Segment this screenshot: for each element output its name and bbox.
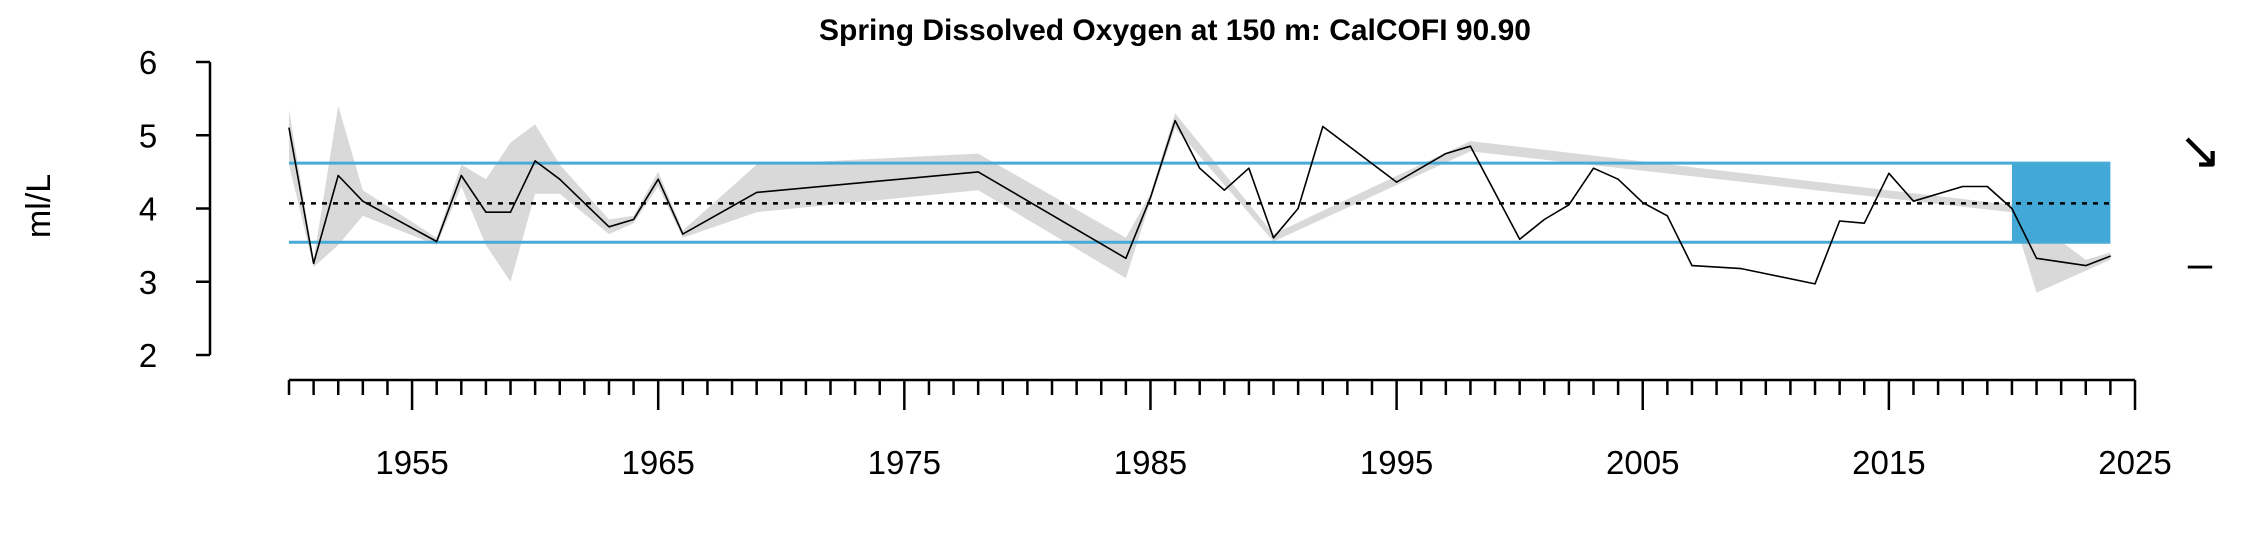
data-point <box>608 226 610 228</box>
data-point <box>2035 257 2038 259</box>
series-line-layer <box>288 119 2111 285</box>
data-point <box>1642 202 1644 204</box>
x-tick-label: 2025 <box>2098 444 2171 481</box>
data-point <box>1248 167 1250 169</box>
x-tick-label: 1965 <box>621 444 694 481</box>
data-point <box>1223 189 1225 191</box>
data-point <box>1174 120 1176 122</box>
x-tick-label: 2005 <box>1606 444 1679 481</box>
x-tick-label: 1985 <box>1114 444 1187 481</box>
data-point <box>1962 185 1964 188</box>
data-point <box>1445 152 1447 155</box>
data-point <box>534 160 536 162</box>
data-point <box>1666 215 1668 217</box>
data-point <box>1691 265 1693 267</box>
axes: 2 3 4 5 6 1955 1965 1975 1985 1995 2005 2015 2025 <box>139 44 2172 481</box>
y-tick-label: 2 <box>139 337 157 374</box>
data-point <box>313 262 315 265</box>
data-point <box>2085 265 2087 267</box>
data-point <box>1863 222 1865 224</box>
data-point <box>657 178 659 180</box>
data-point <box>1272 237 1275 239</box>
y-tick-label: 4 <box>139 191 157 228</box>
data-point <box>362 200 364 202</box>
x-tick-label: 1995 <box>1360 444 1433 481</box>
data-point <box>1912 200 1915 202</box>
data-point <box>1396 181 1398 183</box>
data-point <box>460 174 462 177</box>
x-tick-label: 1975 <box>868 444 941 481</box>
data-point <box>1322 125 1324 128</box>
y-tick-label: 3 <box>139 264 157 301</box>
y-tick-label: 6 <box>139 44 157 81</box>
data-point <box>1125 257 1127 259</box>
data-point <box>1568 204 1570 206</box>
data-point <box>977 171 979 173</box>
mean-symbol: – <box>2188 239 2213 288</box>
trend-symbol: ↘ <box>2178 122 2222 180</box>
data-point <box>1592 167 1595 169</box>
y-axis-label: ml/L <box>20 174 58 238</box>
data-point <box>1149 196 1152 199</box>
data-point <box>485 211 487 213</box>
x-tick-label: 1955 <box>375 444 448 481</box>
error-band-layer <box>289 105 2111 293</box>
y-tick-label: 5 <box>139 117 157 154</box>
data-point <box>1297 207 1299 210</box>
series-line <box>288 119 2111 285</box>
data-point <box>2109 255 2111 257</box>
chart-title: Spring Dissolved Oxygen at 150 m: CalCOF… <box>819 14 1531 47</box>
data-point <box>1839 220 1841 222</box>
data-point <box>632 218 635 221</box>
data-point <box>1740 267 1742 270</box>
data-point <box>337 174 339 177</box>
data-point <box>2011 207 2013 210</box>
error-band <box>289 105 2111 293</box>
data-point <box>1519 238 1521 240</box>
data-point <box>682 233 684 235</box>
data-point <box>1888 172 1890 174</box>
data-point <box>288 127 290 129</box>
sd-band-layer <box>289 161 2111 244</box>
data-point <box>436 240 438 243</box>
data-point <box>1617 178 1619 180</box>
data-point <box>559 178 561 180</box>
data-point <box>1199 167 1201 169</box>
data-point <box>1469 145 1472 147</box>
data-point <box>509 211 512 213</box>
data-point <box>1814 283 1816 285</box>
data-point <box>756 191 758 193</box>
data-point <box>1986 185 1988 188</box>
x-tick-label: 2015 <box>1852 444 1925 481</box>
data-point <box>1543 218 1545 221</box>
